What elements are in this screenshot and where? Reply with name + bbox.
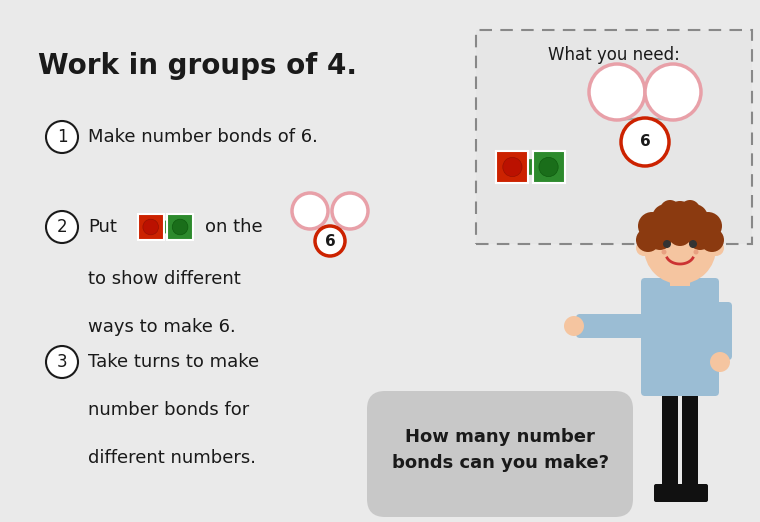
FancyBboxPatch shape [162, 220, 169, 234]
Circle shape [645, 64, 701, 120]
Circle shape [638, 212, 666, 240]
Circle shape [708, 240, 724, 256]
FancyBboxPatch shape [163, 220, 169, 234]
Text: 6: 6 [640, 135, 651, 149]
Circle shape [644, 212, 716, 284]
Circle shape [700, 228, 724, 252]
FancyBboxPatch shape [654, 484, 684, 502]
Text: to show different: to show different [88, 270, 241, 288]
Text: Make number bonds of 6.: Make number bonds of 6. [88, 128, 318, 146]
Circle shape [689, 240, 697, 248]
Text: 3: 3 [57, 353, 68, 371]
FancyBboxPatch shape [533, 151, 565, 183]
FancyBboxPatch shape [527, 159, 534, 175]
Circle shape [315, 226, 345, 256]
Circle shape [636, 228, 660, 252]
Text: Work in groups of 4.: Work in groups of 4. [38, 52, 357, 80]
Circle shape [332, 193, 368, 229]
Text: How many number
bonds can you make?: How many number bonds can you make? [391, 428, 609, 472]
Circle shape [694, 212, 722, 240]
Text: Put: Put [88, 218, 117, 236]
Circle shape [46, 121, 78, 153]
Text: 2: 2 [57, 218, 68, 236]
Circle shape [539, 158, 558, 176]
Circle shape [661, 250, 667, 255]
FancyBboxPatch shape [708, 302, 732, 360]
Circle shape [621, 118, 669, 166]
Circle shape [666, 201, 694, 229]
Circle shape [46, 211, 78, 243]
FancyBboxPatch shape [138, 214, 163, 240]
Circle shape [292, 193, 328, 229]
Text: 1: 1 [57, 128, 68, 146]
Circle shape [564, 316, 584, 336]
Text: 6: 6 [325, 233, 335, 248]
Circle shape [589, 64, 645, 120]
Circle shape [710, 352, 730, 372]
Circle shape [46, 346, 78, 378]
Text: different numbers.: different numbers. [88, 449, 256, 467]
Circle shape [688, 226, 712, 250]
FancyBboxPatch shape [367, 391, 633, 517]
Circle shape [663, 240, 671, 248]
FancyBboxPatch shape [167, 214, 193, 240]
Circle shape [143, 219, 159, 235]
Circle shape [636, 240, 652, 256]
Text: Take turns to make: Take turns to make [88, 353, 259, 371]
Circle shape [652, 204, 680, 232]
Text: on the: on the [205, 218, 263, 236]
Text: What you need:: What you need: [548, 46, 680, 64]
Circle shape [668, 222, 692, 246]
FancyBboxPatch shape [682, 392, 698, 492]
Text: number bonds for: number bonds for [88, 401, 249, 419]
FancyBboxPatch shape [476, 30, 752, 244]
FancyBboxPatch shape [678, 484, 708, 502]
FancyBboxPatch shape [662, 392, 678, 492]
Circle shape [503, 158, 522, 176]
Text: ways to make 6.: ways to make 6. [88, 318, 236, 336]
FancyBboxPatch shape [496, 151, 528, 183]
Circle shape [693, 250, 698, 255]
Circle shape [173, 219, 188, 235]
FancyBboxPatch shape [670, 270, 690, 286]
FancyBboxPatch shape [641, 278, 719, 396]
FancyBboxPatch shape [527, 159, 534, 175]
Circle shape [680, 204, 708, 232]
Circle shape [648, 226, 672, 250]
Circle shape [680, 200, 700, 220]
FancyBboxPatch shape [576, 314, 654, 338]
Circle shape [660, 200, 680, 220]
